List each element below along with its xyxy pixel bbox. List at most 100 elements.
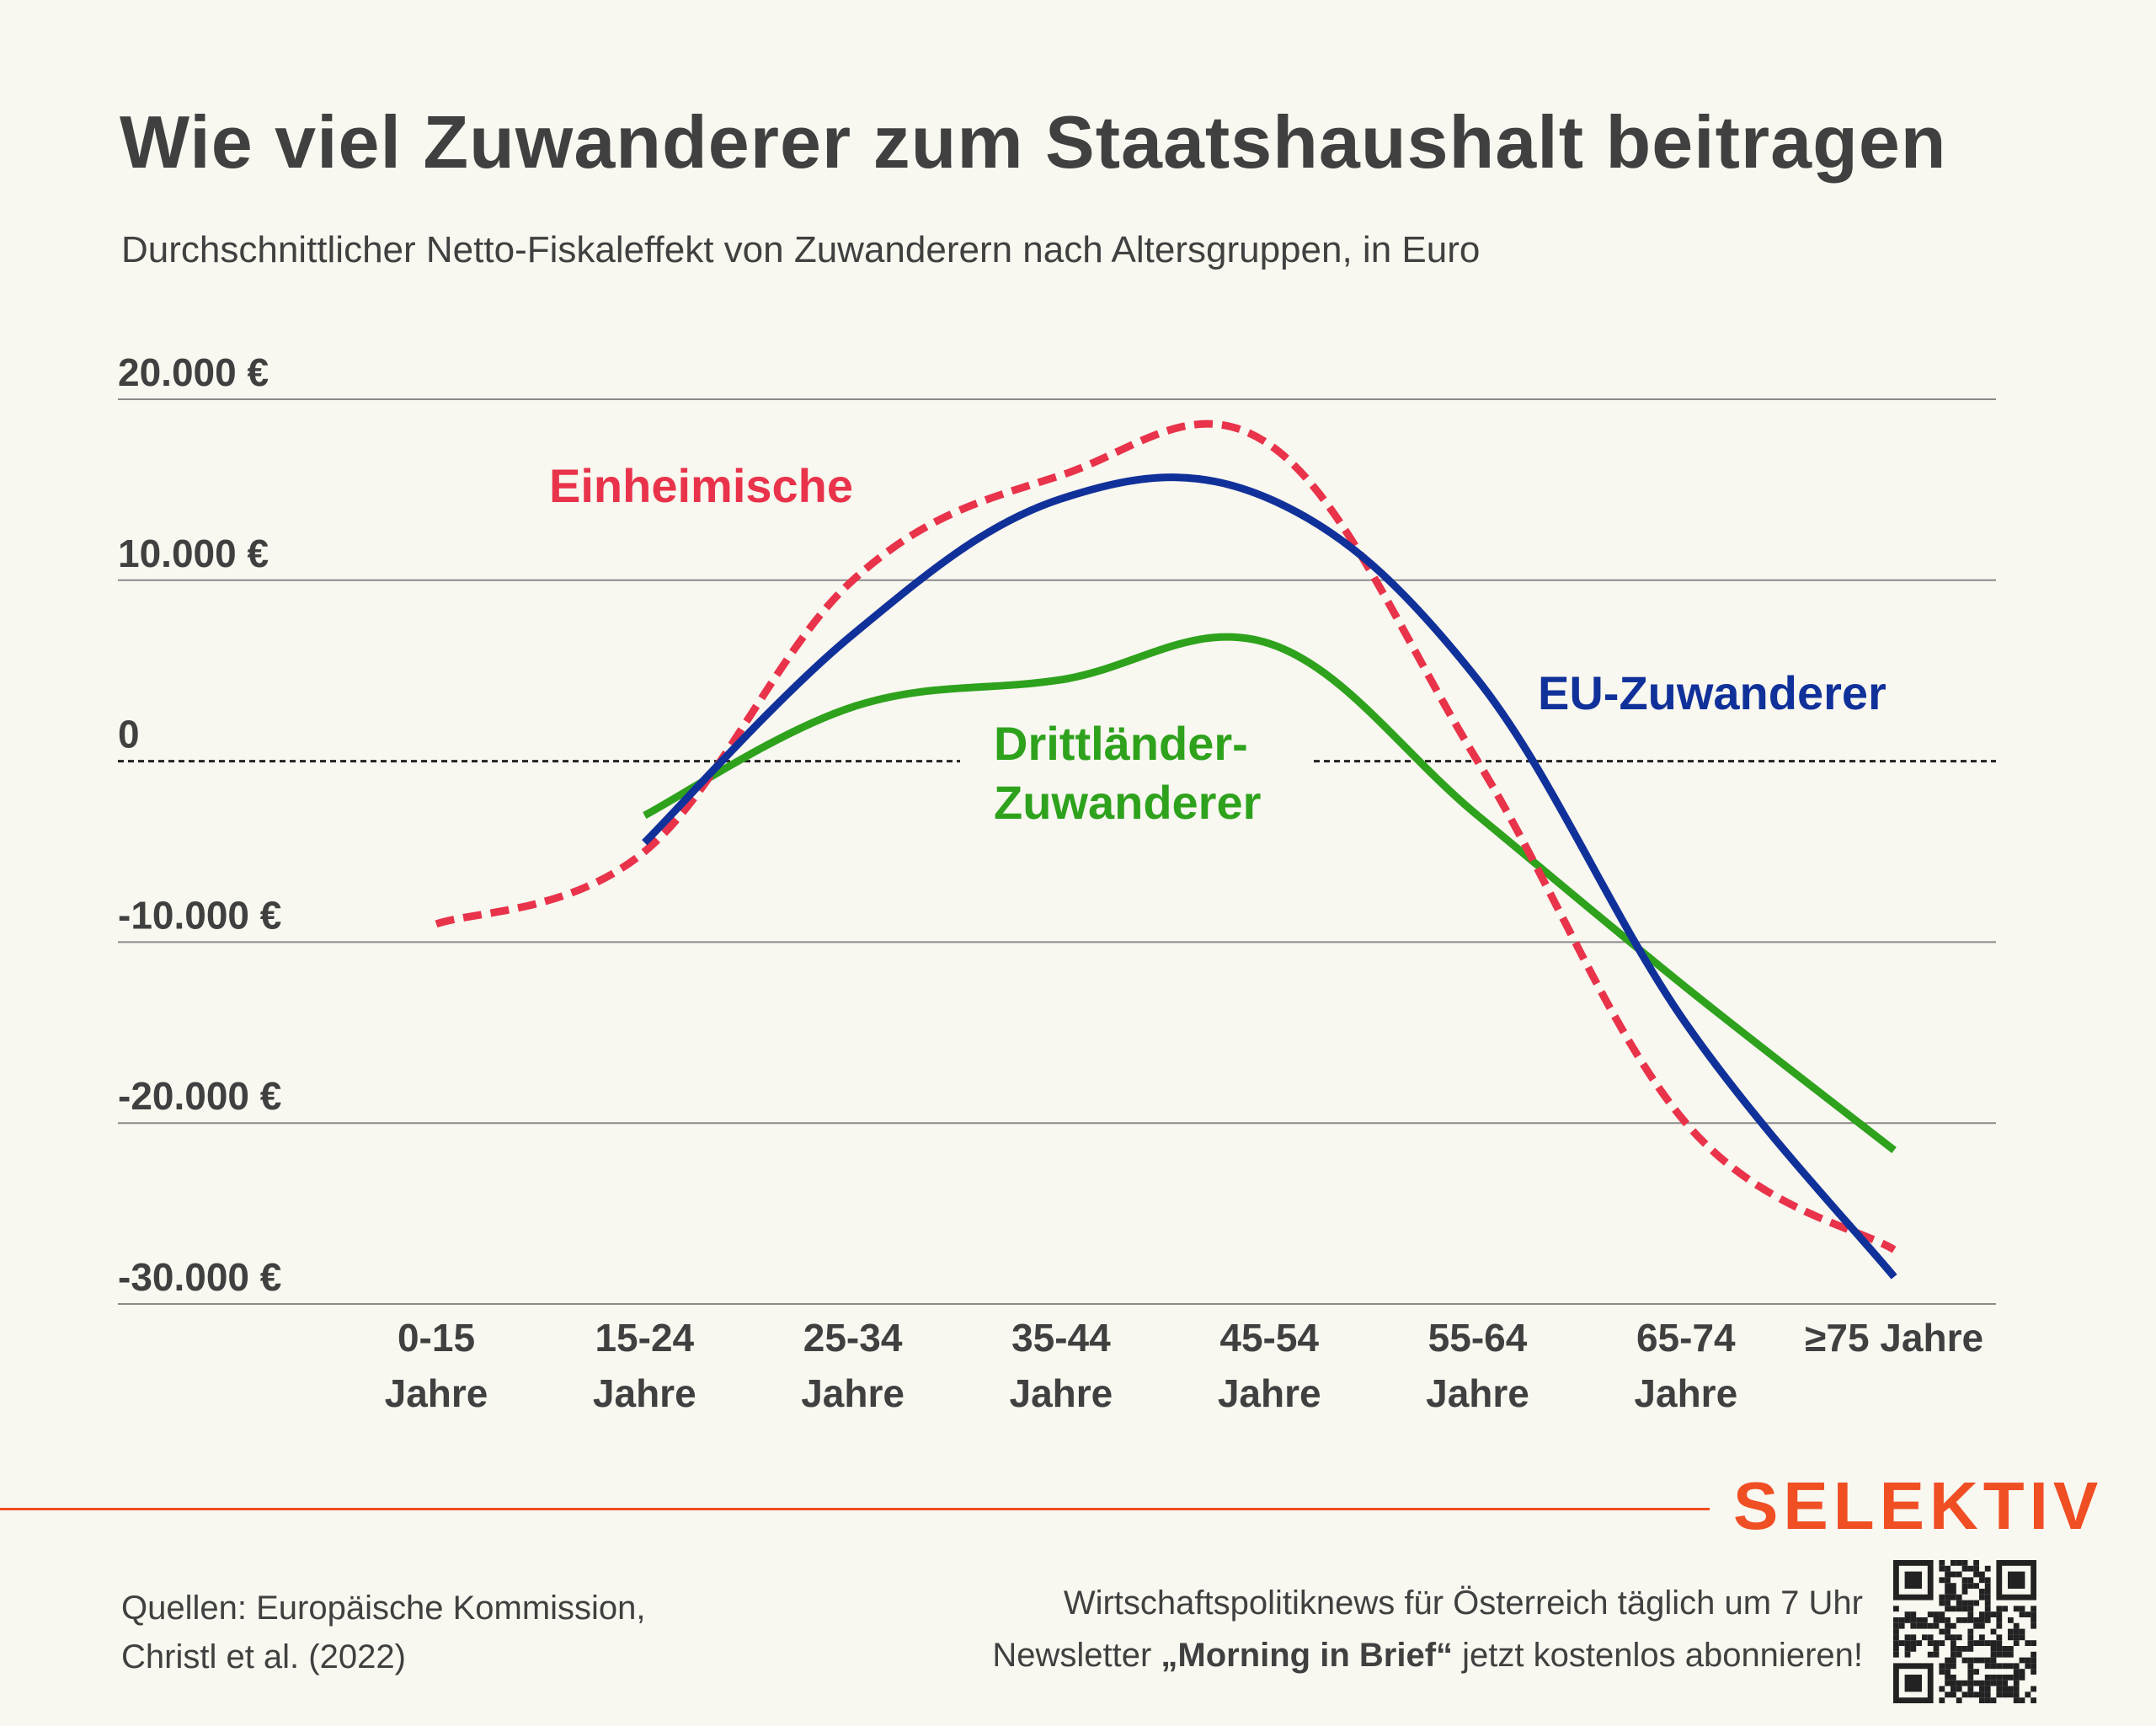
qr-module [1967,1669,1974,1675]
qr-module [1996,1680,2003,1686]
qr-module [1967,1577,1974,1584]
qr-module [1996,1646,2003,1652]
qr-module [2013,1686,2020,1692]
series-label: Zuwanderer [994,776,1261,829]
qr-module [1939,1669,1945,1675]
qr-module [1910,1634,1917,1641]
qr-module [1939,1617,1945,1623]
qr-module [1967,1634,1974,1641]
qr-module [1967,1628,1974,1635]
qr-module [2031,1657,2036,1664]
qr-module [2013,1691,2020,1698]
qr-module [1961,1600,1968,1606]
qr-module [1951,1622,1956,1629]
qr-module [1973,1565,1979,1572]
qr-module [1961,1617,1968,1623]
qr-module [1996,1606,2003,1612]
qr-module [1973,1680,1979,1686]
qr-module [1973,1583,1979,1589]
qr-module [1951,1594,1956,1600]
qr-module [2019,1634,2025,1641]
qr-module [1979,1686,1985,1692]
qr-module [1967,1680,1974,1686]
qr-module [1927,1622,1934,1629]
qr-module [1945,1577,1951,1584]
qr-module [1979,1691,1985,1698]
qr-module [2025,1663,2031,1670]
qr-module [1893,1606,1899,1612]
qr-module [1956,1571,1962,1578]
qr-module [2002,1606,2008,1612]
qr-module [1927,1640,1934,1646]
x-tick-label: 55-64 [1428,1316,1528,1360]
qr-module [1990,1675,1997,1681]
qr-module [1979,1611,1985,1617]
qr-module [2031,1669,2036,1675]
qr-module [1927,1634,1934,1641]
qr-module [1951,1686,1956,1692]
qr-module [1984,1583,1991,1589]
qr-module [1979,1571,1985,1578]
qr-module [1956,1680,1962,1686]
qr-module [1939,1697,1945,1703]
x-tick-label: Jahre [593,1371,696,1415]
qr-module [1945,1571,1951,1578]
y-tick-label: 20.000 € [118,350,269,394]
qr-module [1939,1565,1945,1572]
qr-module [1956,1594,1962,1600]
qr-module [2013,1622,2020,1629]
qr-module [2008,1646,2014,1652]
qr-module [1951,1680,1956,1686]
qr-module [1973,1600,1979,1606]
qr-module [2013,1663,2020,1670]
qr-module [1961,1577,1968,1584]
qr-module [2031,1611,2036,1617]
x-tick-label: Jahre [1426,1371,1529,1415]
qr-module [2019,1606,2025,1612]
qr-module [1951,1675,1956,1681]
qr-module [2031,1663,2036,1670]
y-tick-label: -10.000 € [118,893,281,937]
qr-module [1951,1606,1956,1612]
newsletter-name[interactable]: „Morning in Brief“ [1161,1637,1454,1674]
qr-module [1967,1657,1974,1664]
series-label: EU-Zuwanderer [1538,666,1886,719]
qr-module [2031,1606,2036,1612]
x-tick-label: Jahre [385,1371,488,1415]
qr-module [1933,1640,1940,1646]
qr-module [1904,1651,1911,1658]
qr-module [2002,1651,2008,1658]
qr-module [1956,1617,1962,1623]
qr-module [1951,1691,1956,1698]
qr-module [1979,1577,1985,1584]
qr-module [1996,1634,2003,1641]
qr-module [1973,1691,1979,1698]
qr-module [1973,1657,1979,1664]
qr-module [1910,1646,1917,1652]
sources-line-1: Quellen: Europäische Kommission, [121,1590,646,1627]
qr-module [1967,1686,1974,1692]
qr-module [1967,1663,1974,1670]
qr-code-icon[interactable] [1893,1560,2036,1703]
qr-module [1904,1640,1911,1646]
qr-module [1979,1622,1985,1629]
qr-module [1961,1606,1968,1612]
series-line-1 [642,473,1897,1280]
qr-module [1973,1571,1979,1578]
qr-module [1922,1622,1928,1629]
footer-divider [0,1508,1710,1510]
qr-module [1967,1583,1974,1589]
series-line-0 [435,419,1897,1253]
x-tick-label: Jahre [801,1371,905,1415]
qr-module [1996,1640,2003,1646]
qr-module [1898,1617,1905,1623]
qr-module [1956,1686,1962,1692]
qr-module [2019,1628,2025,1635]
qr-module [1939,1686,1945,1692]
qr-module [1904,1571,1922,1589]
qr-module [1945,1583,1951,1589]
qr-module [1967,1565,1974,1572]
qr-module [2008,1651,2014,1658]
qr-module [1916,1640,1922,1646]
qr-module [1956,1600,1962,1606]
